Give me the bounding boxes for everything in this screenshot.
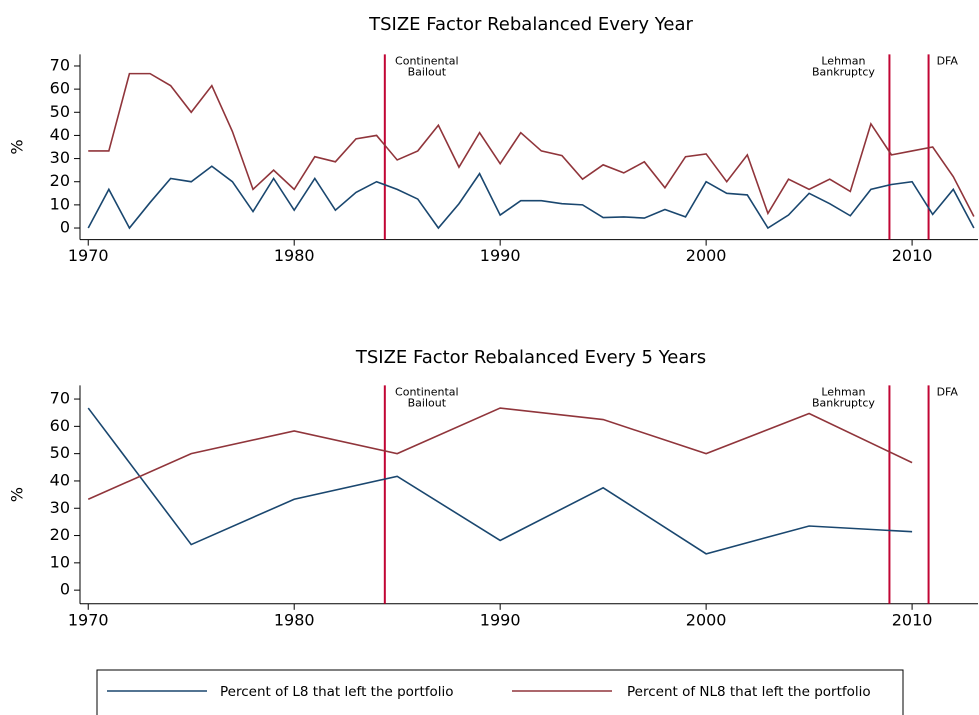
series-line [87, 165, 975, 230]
event-label: Bailout [408, 65, 447, 78]
x-tick-label: 1990 [480, 246, 521, 265]
x-tick-label: 1980 [274, 246, 315, 265]
series-line [87, 407, 913, 555]
x-tick-label: 2000 [686, 246, 727, 265]
y-tick-label: 50 [50, 443, 70, 462]
legend-label: Percent of NL8 that left the portfolio [627, 684, 871, 700]
chart-title: TSIZE Factor Rebalanced Every Year [368, 14, 693, 35]
y-tick-label: 50 [50, 102, 70, 121]
y-axis-label: % [8, 139, 27, 154]
x-tick-label: 2010 [892, 246, 933, 265]
event-label: Lehman [821, 54, 865, 67]
x-tick-label: 1970 [68, 246, 109, 265]
y-tick-label: 20 [50, 171, 70, 190]
x-tick-label: 1990 [480, 610, 521, 629]
y-tick-label: 10 [50, 194, 70, 213]
y-tick-label: 40 [50, 470, 70, 489]
x-tick-label: 1980 [274, 610, 315, 629]
event-label: Continental [395, 54, 459, 67]
x-tick-label: 2010 [892, 610, 933, 629]
legend-box [96, 669, 904, 715]
event-label: Lehman [821, 385, 865, 398]
event-label: Continental [395, 385, 459, 398]
y-tick-label: 30 [50, 148, 70, 167]
event-label: Bankruptcy [812, 396, 875, 409]
legend-label: Percent of L8 that left the portfolio [220, 684, 454, 700]
y-tick-label: 30 [50, 498, 70, 517]
y-tick-label: 20 [50, 525, 70, 544]
event-label: DFA [937, 54, 959, 67]
y-tick-label: 0 [60, 580, 70, 599]
y-tick-label: 60 [50, 79, 70, 98]
series-line [88, 72, 975, 217]
event-label: DFA [937, 385, 959, 398]
y-tick-label: 40 [50, 125, 70, 144]
x-tick-label: 1970 [68, 610, 109, 629]
y-tick-label: 60 [50, 416, 70, 435]
y-tick-label: 70 [50, 389, 70, 408]
y-tick-label: 10 [50, 552, 70, 571]
y-tick-label: 70 [50, 55, 70, 74]
y-axis-label: % [8, 487, 27, 502]
series-line [87, 407, 913, 500]
event-label: Bailout [408, 396, 447, 409]
y-tick-label: 0 [60, 218, 70, 237]
event-label: Bankruptcy [812, 65, 875, 78]
x-tick-label: 2000 [686, 610, 727, 629]
chart-title: TSIZE Factor Rebalanced Every 5 Years [355, 347, 706, 368]
